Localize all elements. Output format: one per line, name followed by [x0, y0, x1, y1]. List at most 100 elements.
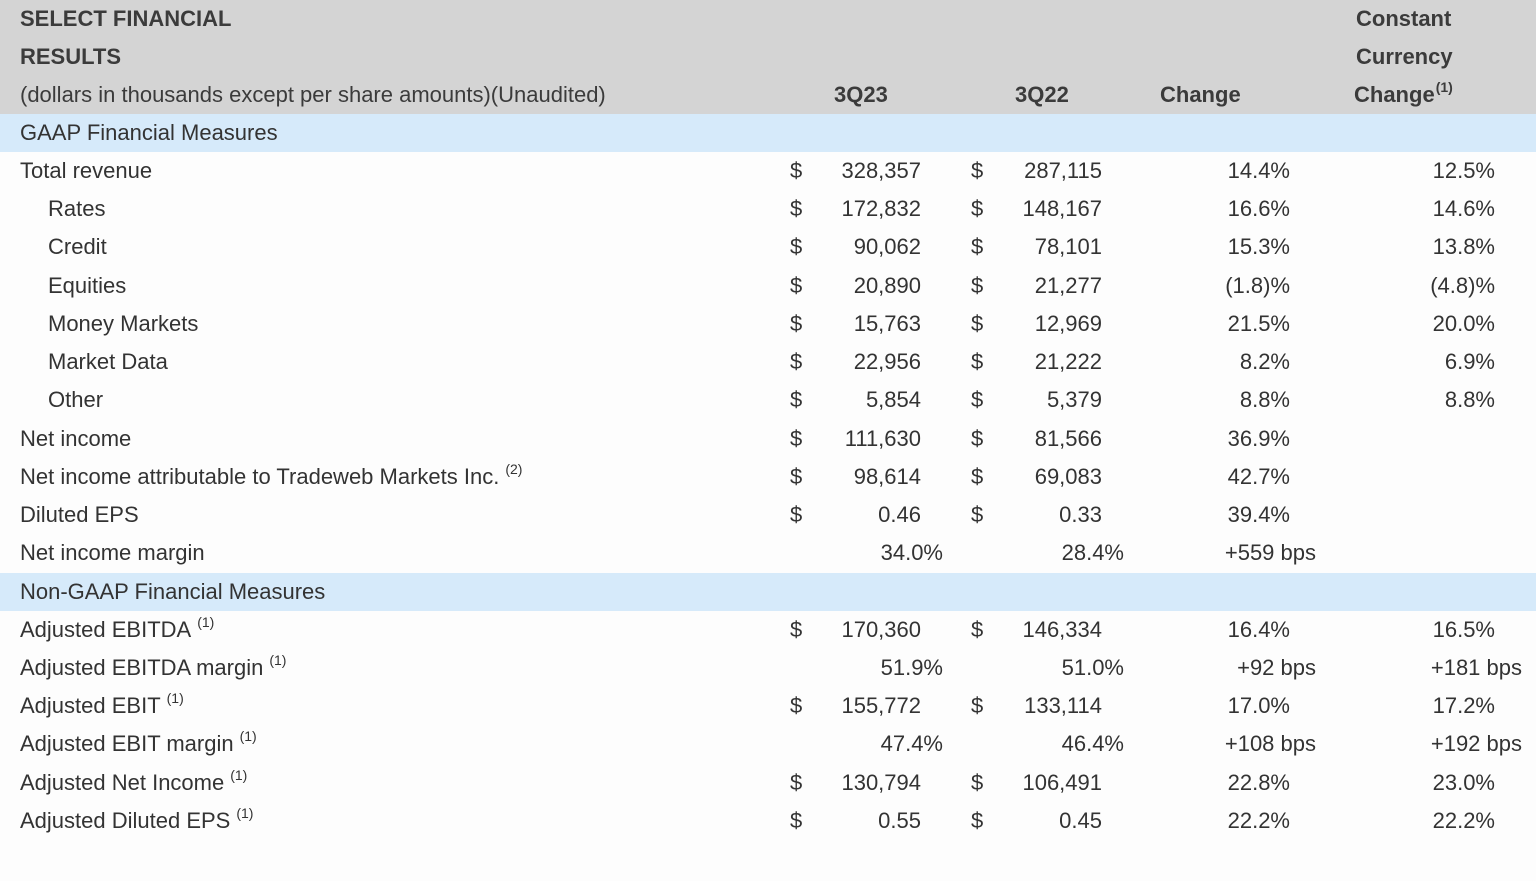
- currency-symbol: $: [971, 349, 984, 374]
- footnote-marker: (1): [239, 728, 257, 744]
- value-3q23: 20,890: [853, 273, 921, 298]
- value-3q23: 0.46: [878, 502, 921, 527]
- value-3q23: 328,357: [841, 158, 921, 183]
- table-row: Other $ $5,854 5,379 8.8% 8.8%: [0, 381, 1536, 419]
- value-3q22: 0.45: [1059, 808, 1102, 833]
- value-3q22: 146,334: [1022, 617, 1102, 642]
- value-3q22: 148,167: [1022, 196, 1102, 221]
- section-label-gaap: GAAP Financial Measures: [20, 120, 278, 145]
- table-row: Total revenue $ $328,357 287,115 14.4% 12.5%: [0, 152, 1536, 190]
- currency-symbol: $: [971, 273, 984, 298]
- column-header-change: Change: [1160, 82, 1241, 107]
- row-label: Total revenue: [20, 152, 152, 190]
- row-label-text: Adjusted EBIT margin: [20, 731, 234, 756]
- row-label: Money Markets: [48, 305, 198, 343]
- row-label: Other: [48, 381, 103, 419]
- table-row: Net income $ $111,630 81,566 36.9%: [0, 420, 1536, 458]
- row-label: Rates: [48, 190, 105, 228]
- table-row: Adjusted Diluted EPS (1) $ $0.55 0.45 22.2% 22…: [0, 802, 1536, 840]
- currency-symbol: $: [790, 464, 803, 489]
- row-label: Net income attributable to Tradeweb Mark…: [20, 458, 522, 496]
- value-constant-currency-change: 6.9%: [1444, 349, 1495, 374]
- value-3q23: 34.0%: [880, 540, 943, 565]
- table-title-line2: RESULTS: [20, 44, 122, 69]
- value-constant-currency-change: 13.8%: [1432, 234, 1495, 259]
- table-row: Diluted EPS $ $0.46 0.33 39.4%: [0, 496, 1536, 534]
- value-3q23: 90,062: [853, 234, 921, 259]
- currency-symbol: $: [971, 234, 984, 259]
- footnote-marker: (1): [1435, 79, 1453, 95]
- row-label-text: Net income attributable to Tradeweb Mark…: [20, 464, 500, 489]
- table-row: Adjusted EBITDA (1) $ $170,360 146,334 16.4% 1…: [0, 611, 1536, 649]
- value-constant-currency-change: 17.2%: [1432, 693, 1495, 718]
- value-change: 16.4%: [1227, 617, 1290, 642]
- row-label: Market Data: [48, 343, 168, 381]
- value-3q22: 0.33: [1059, 502, 1102, 527]
- value-3q22: 5,379: [1046, 387, 1102, 412]
- row-label: Adjusted EBITDA (1): [20, 611, 214, 649]
- row-label-text: Total revenue: [20, 158, 153, 183]
- value-change: 8.8%: [1239, 387, 1290, 412]
- value-3q22: 46.4%: [1061, 731, 1124, 756]
- row-label: Adjusted Diluted EPS (1): [20, 802, 253, 840]
- value-3q22: 51.0%: [1061, 655, 1124, 680]
- value-change: 39.4%: [1227, 502, 1290, 527]
- row-label: Diluted EPS: [20, 496, 139, 534]
- row-label-text: Rates: [48, 196, 106, 221]
- value-3q23: 47.4%: [880, 731, 943, 756]
- value-3q22: 21,222: [1034, 349, 1102, 374]
- footnote-marker: (1): [269, 652, 287, 668]
- footnote-marker: (1): [197, 614, 215, 630]
- row-label-text: Equities: [48, 273, 127, 298]
- value-3q23: 111,630: [844, 426, 921, 451]
- row-label: Adjusted EBIT (1): [20, 687, 184, 725]
- table-row: Credit $ $90,062 78,101 15.3% 13.8%: [0, 228, 1536, 266]
- currency-symbol: $: [971, 196, 984, 221]
- currency-symbol: $: [790, 273, 803, 298]
- value-3q23: 172,832: [841, 196, 921, 221]
- footnote-marker: (2): [505, 461, 523, 477]
- value-change: +108 bps: [1224, 731, 1316, 756]
- table-row: Money Markets $ $15,763 12,969 21.5% 20.0%: [0, 305, 1536, 343]
- table-title-line1: SELECT FINANCIAL: [20, 6, 232, 31]
- value-constant-currency-change: 16.5%: [1432, 617, 1495, 642]
- value-change: 42.7%: [1227, 464, 1290, 489]
- row-label: Adjusted Net Income (1): [20, 764, 247, 802]
- value-3q22: 81,566: [1034, 426, 1102, 451]
- table-header: SELECT FINANCIAL RESULTS (dollars in tho…: [0, 0, 1536, 114]
- row-label-text: Adjusted Net Income: [20, 770, 225, 795]
- currency-symbol: $: [790, 311, 803, 336]
- currency-symbol: $: [790, 808, 803, 833]
- currency-symbol: $: [971, 387, 984, 412]
- value-change: 22.8%: [1227, 770, 1290, 795]
- currency-symbol: $: [790, 196, 803, 221]
- column-header-cc-text: Change: [1354, 82, 1435, 107]
- currency-symbol: $: [971, 426, 984, 451]
- value-change: 22.2%: [1227, 808, 1290, 833]
- currency-symbol: $: [790, 693, 803, 718]
- footnote-marker: (1): [236, 805, 254, 821]
- value-change: 21.5%: [1227, 311, 1290, 336]
- value-3q23: 0.55: [878, 808, 921, 833]
- column-header-3q23: 3Q23: [834, 82, 888, 107]
- row-label: Adjusted EBIT margin (1): [20, 725, 257, 763]
- value-change: 16.6%: [1227, 196, 1290, 221]
- value-3q22: 12,969: [1034, 311, 1102, 336]
- row-label-text: Adjusted EBITDA: [20, 617, 192, 642]
- value-3q22: 78,101: [1034, 234, 1102, 259]
- value-3q23: 5,854: [865, 387, 921, 412]
- value-constant-currency-change: (4.8)%: [1430, 273, 1495, 298]
- value-3q22: 21,277: [1034, 273, 1102, 298]
- section-header-non-gaap: Non-GAAP Financial Measures: [0, 573, 1536, 611]
- row-label-text: Diluted EPS: [20, 502, 139, 527]
- currency-symbol: $: [790, 770, 803, 795]
- row-label-text: Adjusted EBITDA margin: [20, 655, 264, 680]
- value-constant-currency-change: 8.8%: [1444, 387, 1495, 412]
- table-row: Net income attributable to Tradeweb Mark…: [0, 458, 1536, 496]
- row-label-text: Money Markets: [48, 311, 199, 336]
- value-constant-currency-change: +192 bps: [1430, 731, 1522, 756]
- table-row: Rates $ $172,832 148,167 16.6% 14.6%: [0, 190, 1536, 228]
- currency-symbol: $: [971, 158, 984, 183]
- row-label-text: Credit: [48, 234, 107, 259]
- value-3q23: 51.9%: [880, 655, 943, 680]
